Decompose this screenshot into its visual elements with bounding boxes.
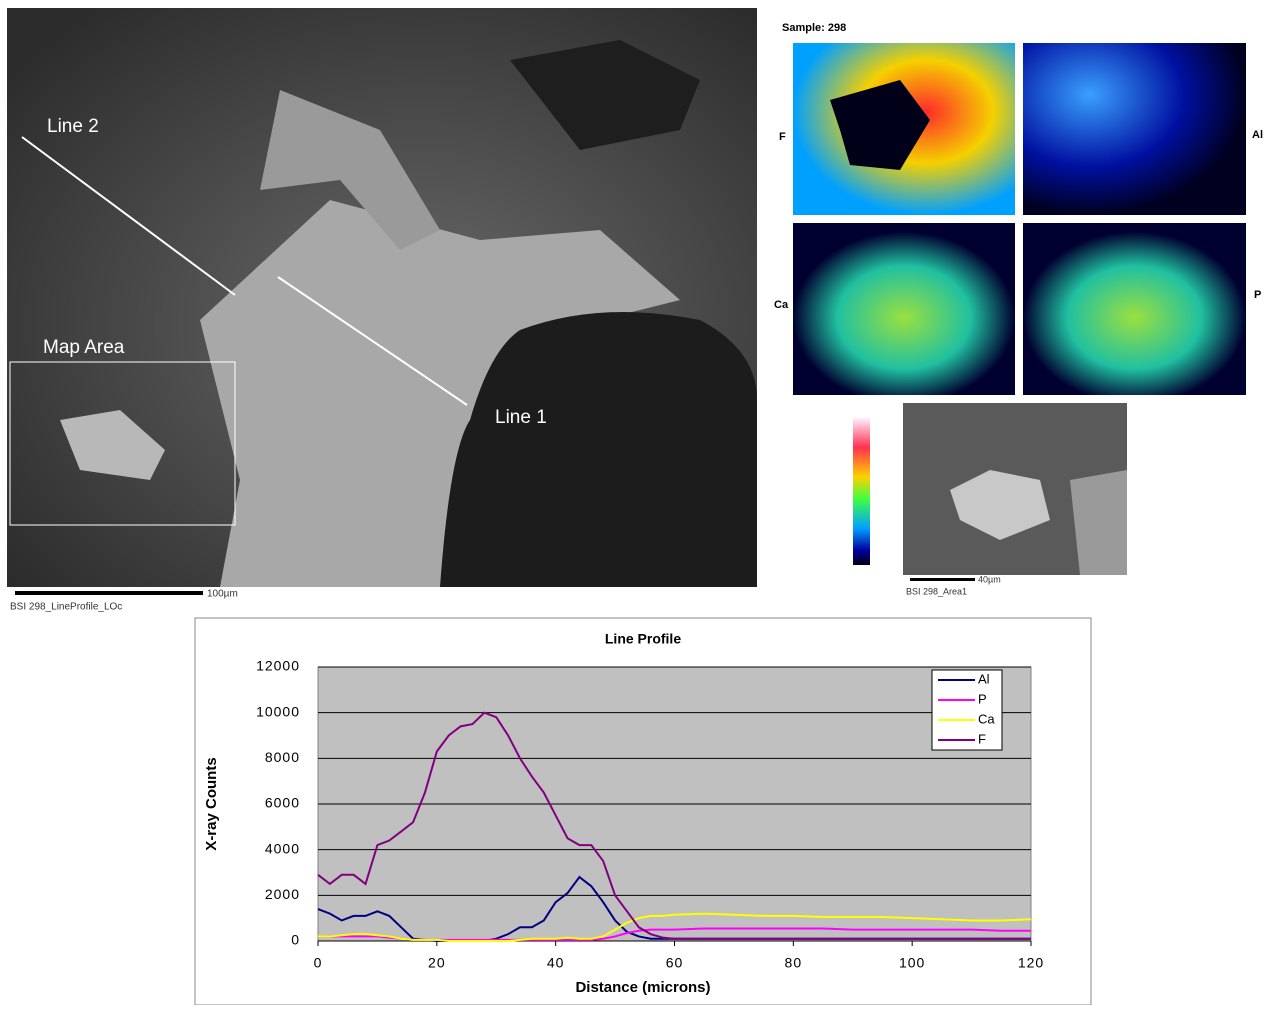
legend-label: Ca — [978, 711, 995, 726]
page: {"sem": {"line2": "Line 2", "line1": "Li… — [0, 0, 1279, 1005]
legend-label: F — [978, 731, 986, 746]
element-label: F — [779, 131, 786, 143]
x-tick-label: 120 — [1018, 955, 1044, 971]
x-tick-label: 100 — [899, 955, 925, 971]
x-tick-label: 20 — [428, 955, 446, 971]
element-label: P — [1254, 289, 1261, 301]
y-tick-label: 2000 — [265, 886, 300, 902]
y-tick-label: 12000 — [256, 658, 300, 674]
x-tick-label: 40 — [547, 955, 565, 971]
element-label: Al — [1252, 129, 1263, 141]
figure: Line 2 Line 1 Map Area 100µm BSI 298_Lin… — [0, 0, 1279, 1005]
line-label: Line 1 — [495, 407, 547, 428]
scale-label: 100µm — [207, 589, 238, 600]
caption: BSI 298_LineProfile_LOc — [10, 602, 122, 613]
x-tick-label: 80 — [785, 955, 803, 971]
legend — [932, 670, 1002, 750]
y-tick-label: 6000 — [265, 795, 300, 811]
y-axis-label: X-ray Counts — [203, 757, 220, 850]
x-tick-label: 60 — [666, 955, 684, 971]
area-image: 40µm BSI 298_Area1 — [903, 403, 1127, 596]
sample-label: Sample: 298 — [782, 22, 846, 34]
chart-title: Line Profile — [605, 631, 681, 647]
y-tick-label: 4000 — [265, 840, 300, 856]
legend-label: Al — [978, 671, 990, 686]
scale-label: 40µm — [978, 574, 1001, 584]
caption: BSI 298_Area1 — [906, 586, 967, 596]
y-tick-label: 8000 — [265, 749, 300, 765]
sem-image: Line 2 Line 1 Map Area 100µm BSI 298_Lin… — [7, 8, 757, 613]
x-axis-label: Distance (microns) — [575, 979, 710, 996]
y-tick-label: 0 — [291, 932, 300, 948]
line-label: Line 2 — [47, 116, 99, 137]
x-tick-label: 0 — [314, 955, 323, 971]
legend-label: P — [978, 691, 987, 706]
element-label: Ca — [774, 299, 789, 311]
y-tick-label: 10000 — [256, 703, 300, 719]
area-label: Map Area — [43, 337, 125, 358]
chart: Line Profile Distance (microns) X-ray Co… — [195, 618, 1091, 1005]
